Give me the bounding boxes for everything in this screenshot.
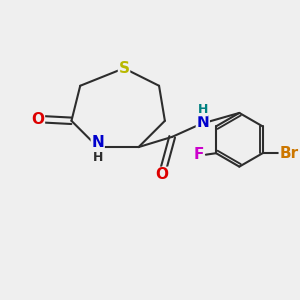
Text: F: F bbox=[194, 147, 204, 162]
Text: O: O bbox=[155, 167, 169, 182]
Text: N: N bbox=[196, 115, 209, 130]
Text: Br: Br bbox=[279, 146, 298, 161]
Text: H: H bbox=[198, 103, 208, 116]
Text: S: S bbox=[118, 61, 130, 76]
Text: N: N bbox=[92, 135, 104, 150]
Text: H: H bbox=[92, 151, 103, 164]
Text: O: O bbox=[32, 112, 44, 127]
